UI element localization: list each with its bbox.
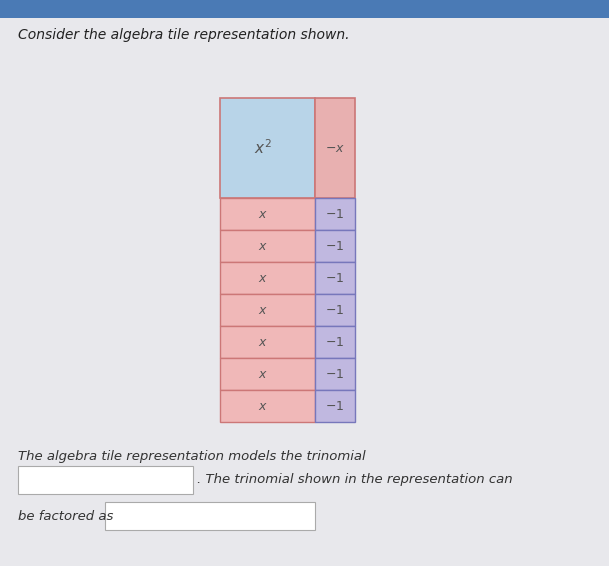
Bar (315, 294, 355, 326)
Text: $x$: $x$ (258, 303, 268, 316)
Text: $-1$: $-1$ (325, 400, 345, 413)
Text: $x$: $x$ (258, 400, 268, 413)
FancyBboxPatch shape (18, 466, 193, 494)
Text: The algebra tile representation models the trinomial: The algebra tile representation models t… (18, 450, 365, 463)
Bar (315, 198, 355, 230)
Text: be factored as: be factored as (18, 509, 113, 522)
Text: $-1$: $-1$ (325, 208, 345, 221)
Bar (0, 0, 609, 18)
Text: $-1$: $-1$ (325, 336, 345, 349)
Text: $-1$: $-1$ (325, 367, 345, 380)
Bar (220, 198, 315, 230)
Text: $x^2$: $x^2$ (254, 139, 272, 157)
Text: . The trinomial shown in the representation can: . The trinomial shown in the representat… (197, 474, 513, 487)
Text: $-x$: $-x$ (325, 142, 345, 155)
Text: $-1$: $-1$ (325, 239, 345, 252)
FancyBboxPatch shape (105, 502, 315, 530)
Text: $x$: $x$ (258, 208, 268, 221)
Bar (220, 390, 315, 422)
Bar (315, 262, 355, 294)
Text: $-1$: $-1$ (325, 303, 345, 316)
Bar (220, 326, 315, 358)
Text: Consider the algebra tile representation shown.: Consider the algebra tile representation… (18, 28, 350, 42)
Bar (315, 326, 355, 358)
Bar (220, 262, 315, 294)
Text: $x$: $x$ (258, 367, 268, 380)
Bar (315, 98, 355, 198)
Bar (315, 358, 355, 390)
Text: $x$: $x$ (258, 272, 268, 285)
Bar (315, 230, 355, 262)
Text: $-1$: $-1$ (325, 272, 345, 285)
Text: $x$: $x$ (258, 239, 268, 252)
Text: $x$: $x$ (258, 336, 268, 349)
Bar (220, 230, 315, 262)
Bar (220, 294, 315, 326)
Bar (220, 358, 315, 390)
Bar (315, 390, 355, 422)
Bar (220, 98, 315, 198)
